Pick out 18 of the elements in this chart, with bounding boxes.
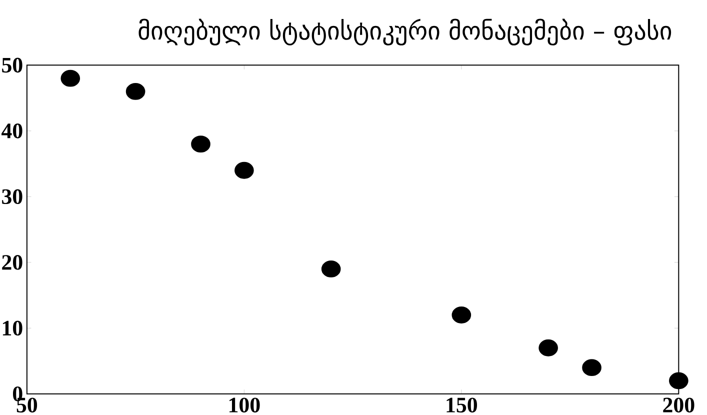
point xyxy=(669,372,688,390)
x-tick-label: 150 xyxy=(446,398,478,412)
y-tick-label: 40 xyxy=(2,123,22,138)
point xyxy=(60,70,80,87)
point xyxy=(126,82,146,100)
point xyxy=(582,359,602,376)
point xyxy=(452,306,472,324)
point xyxy=(321,260,341,278)
x-tick-label: 200 xyxy=(663,398,694,412)
x-tick-label: 100 xyxy=(229,398,260,412)
point xyxy=(538,339,558,356)
y-tick-label: 20 xyxy=(2,254,22,270)
point xyxy=(234,162,254,179)
y-tick-label: 10 xyxy=(2,320,22,336)
chart-title: მიღებული სტატისტიკური მონაცემები – ფასი xyxy=(138,18,672,46)
y-tick-label: 30 xyxy=(2,189,22,204)
y-tick-label: 50 xyxy=(2,58,22,73)
point xyxy=(191,136,210,152)
